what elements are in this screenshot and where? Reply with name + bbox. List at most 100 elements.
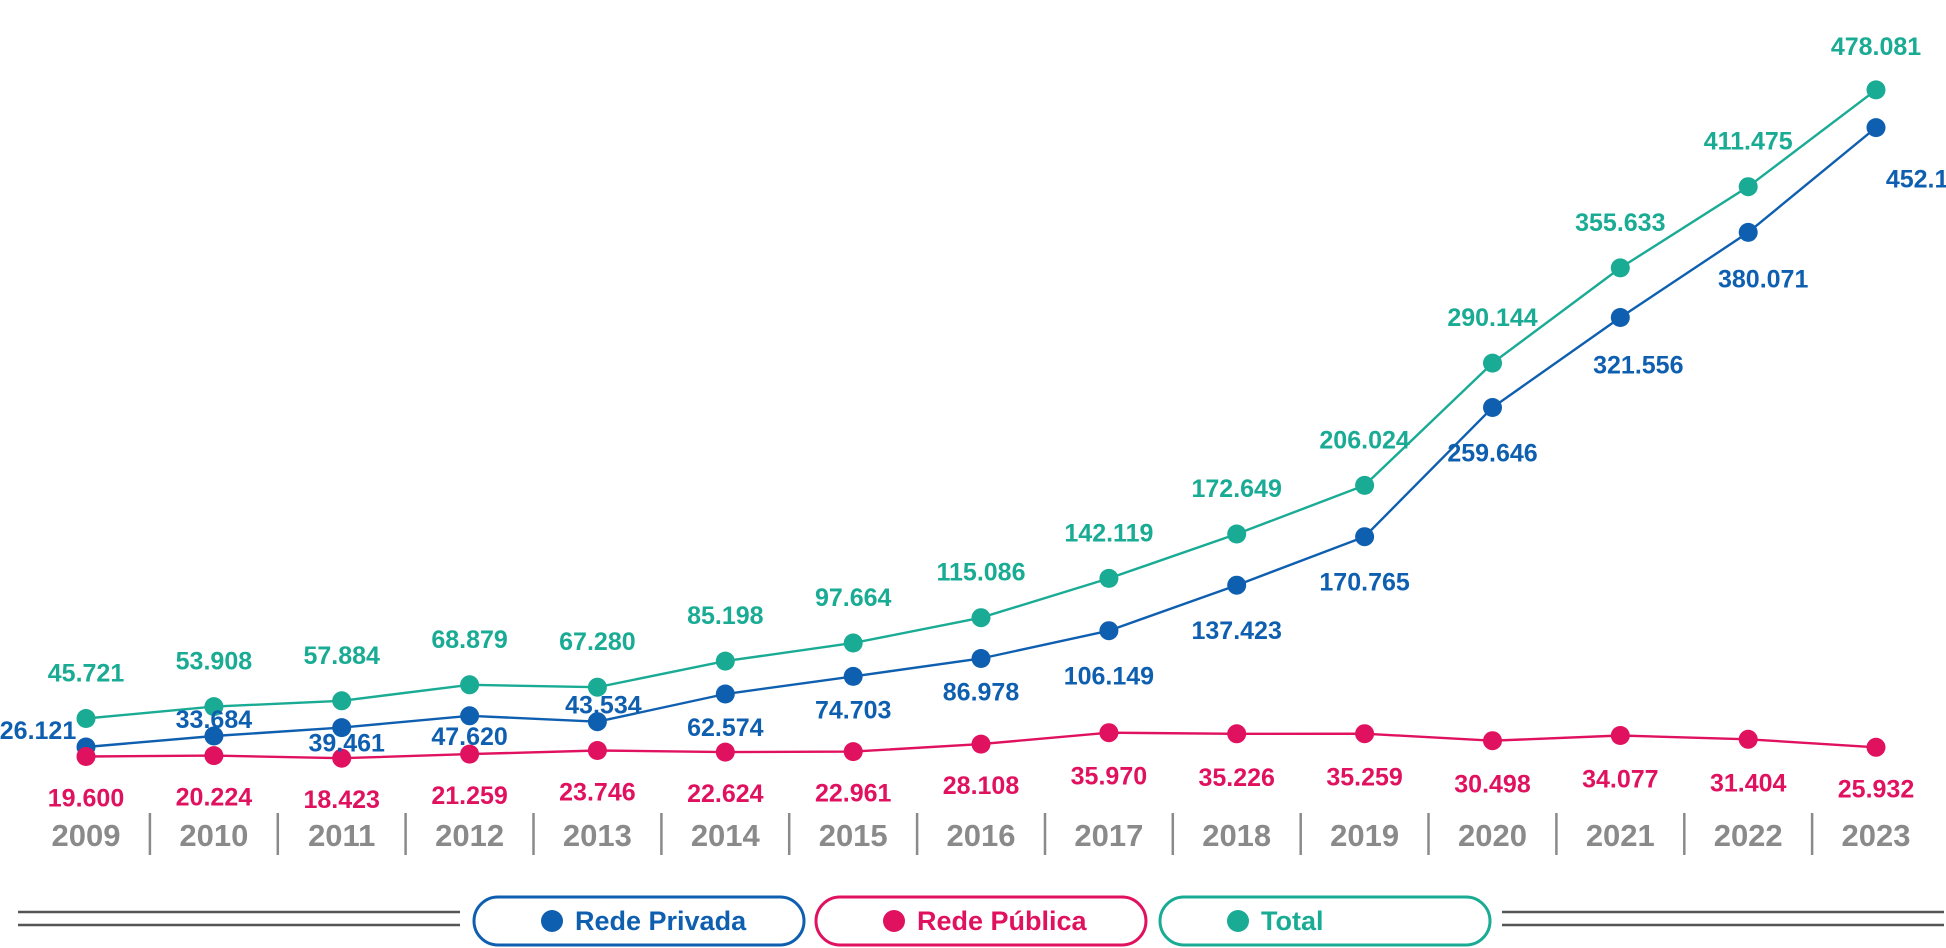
data-label-rede-publica-2022: 31.404 (1710, 769, 1787, 797)
point-rede-privada-2012 (460, 706, 480, 726)
point-rede-publica-2022 (1738, 729, 1758, 749)
legend-marker (883, 910, 905, 932)
data-label-rede-publica-2012: 21.259 (431, 782, 507, 810)
data-label-rede-privada-2019: 170.765 (1319, 569, 1409, 597)
point-rede-privada-2013 (587, 712, 607, 732)
x-tick-label-2022: 2022 (1714, 818, 1783, 853)
point-total-2022 (1738, 177, 1758, 197)
x-tick-label-2020: 2020 (1458, 818, 1527, 853)
point-rede-publica-2021 (1610, 726, 1630, 745)
point-rede-privada-2010 (204, 726, 224, 746)
data-label-rede-privada-2018: 137.423 (1192, 617, 1282, 645)
data-label-rede-publica-2018: 35.226 (1198, 764, 1274, 792)
point-rede-privada-2019 (1355, 527, 1375, 547)
data-label-total-2019: 206.024 (1319, 426, 1409, 454)
point-total-2009 (76, 709, 96, 728)
data-label-rede-privada-2022: 380.071 (1718, 265, 1808, 293)
data-label-rede-publica-2013: 23.746 (559, 779, 635, 807)
point-rede-publica-2017 (1099, 723, 1119, 743)
data-label-rede-privada-2012: 47.620 (431, 723, 507, 751)
point-rede-publica-2012 (460, 744, 480, 764)
x-tick-label-2016: 2016 (947, 818, 1016, 853)
legend-label: Total (1261, 906, 1324, 936)
point-rede-privada-2017 (1099, 621, 1119, 641)
x-tick-label-2014: 2014 (691, 818, 761, 853)
legend-box (472, 895, 806, 947)
data-label-rede-privada-2023: 452.149 (1886, 166, 1946, 194)
point-rede-publica-2014 (715, 742, 735, 762)
data-label-total-2017: 142.119 (1064, 519, 1153, 547)
data-label-total-2011: 57.884 (303, 642, 380, 670)
data-label-total-2013: 67.280 (559, 628, 635, 656)
legend: Rede Privada Rede Pública Total (18, 895, 1944, 947)
data-label-rede-publica-2017: 35.970 (1071, 763, 1147, 791)
point-rede-privada-2021 (1610, 308, 1630, 327)
data-label-rede-publica-2010: 20.224 (176, 784, 253, 812)
data-label-total-2014: 85.198 (687, 602, 764, 630)
data-label-rede-publica-2023: 25.932 (1838, 775, 1914, 803)
point-rede-publica-2013 (587, 741, 607, 760)
point-total-2017 (1099, 568, 1119, 588)
point-rede-publica-2023 (1866, 737, 1886, 757)
data-label-total-2022: 411.475 (1704, 128, 1793, 156)
data-label-total-2010: 53.908 (176, 648, 253, 676)
data-label-total-2015: 97.664 (815, 584, 892, 612)
x-tick-label-2023: 2023 (1842, 818, 1911, 853)
legend-label: Rede Pública (917, 906, 1088, 936)
data-label-total-2009: 45.721 (48, 660, 125, 688)
point-rede-publica-2009 (76, 747, 96, 766)
point-rede-publica-2015 (843, 742, 863, 762)
data-label-total-2020: 290.144 (1447, 304, 1537, 332)
data-label-rede-privada-2010: 33.684 (176, 706, 253, 734)
x-tick-label-2018: 2018 (1202, 818, 1271, 853)
data-label-rede-privada-2017: 106.149 (1064, 663, 1154, 691)
x-tick-label-2021: 2021 (1586, 818, 1655, 853)
series-points (76, 80, 1886, 768)
point-total-2023 (1866, 80, 1886, 100)
point-rede-privada-2011 (332, 718, 352, 738)
x-tick-label-2013: 2013 (563, 818, 632, 853)
data-labels: 45.721 53.908 57.884 68.879 67.280 85.198 97.6… (0, 33, 1946, 814)
legend-label: Rede Privada (575, 906, 747, 936)
point-rede-publica-2010 (204, 746, 224, 766)
data-label-rede-publica-2020: 30.498 (1454, 771, 1531, 799)
data-label-rede-privada-2021: 321.556 (1593, 352, 1683, 380)
data-label-total-2021: 355.633 (1575, 209, 1665, 237)
data-label-rede-publica-2021: 34.077 (1582, 766, 1658, 794)
data-label-total-2016: 115.086 (937, 559, 1026, 587)
legend-item-rede-privada: Rede Privada (472, 895, 806, 947)
point-rede-privada-2016 (971, 649, 991, 668)
point-rede-privada-2020 (1483, 398, 1502, 417)
data-label-total-2018: 172.649 (1192, 475, 1282, 503)
data-label-rede-privada-2013: 43.534 (565, 692, 642, 720)
data-label-total-2012: 68.879 (431, 626, 507, 654)
point-rede-privada-2015 (843, 666, 863, 686)
point-rede-publica-2018 (1227, 724, 1247, 744)
legend-box (1158, 895, 1492, 947)
legend-marker (541, 910, 563, 932)
data-label-total-2023: 478.081 (1831, 33, 1921, 61)
point-total-2011 (332, 691, 352, 711)
data-label-rede-privada-2020: 259.646 (1447, 440, 1537, 468)
x-tick-label-2010: 2010 (179, 818, 248, 853)
x-tick-label-2019: 2019 (1330, 818, 1399, 853)
data-label-rede-publica-2019: 35.259 (1326, 764, 1402, 792)
point-total-2016 (971, 608, 991, 628)
point-rede-privada-2023 (1866, 118, 1886, 138)
point-rede-publica-2016 (971, 734, 991, 754)
point-rede-publica-2019 (1355, 724, 1375, 744)
data-label-rede-publica-2015: 22.961 (815, 780, 892, 808)
point-total-2012 (460, 675, 480, 695)
x-axis: 2009 2010 2011 2012 2013 2014 2015 2016 2017 2018… (52, 813, 1911, 855)
point-rede-privada-2018 (1227, 575, 1247, 595)
point-total-2019 (1355, 475, 1375, 495)
data-label-rede-publica-2016: 28.108 (943, 772, 1020, 800)
data-label-rede-publica-2011: 18.423 (303, 786, 379, 814)
x-tick-label-2015: 2015 (819, 818, 888, 853)
x-tick-label-2012: 2012 (435, 818, 504, 853)
point-total-2018 (1227, 524, 1247, 544)
point-rede-publica-2020 (1483, 731, 1502, 751)
point-rede-privada-2014 (715, 684, 735, 704)
legend-box (814, 895, 1148, 947)
